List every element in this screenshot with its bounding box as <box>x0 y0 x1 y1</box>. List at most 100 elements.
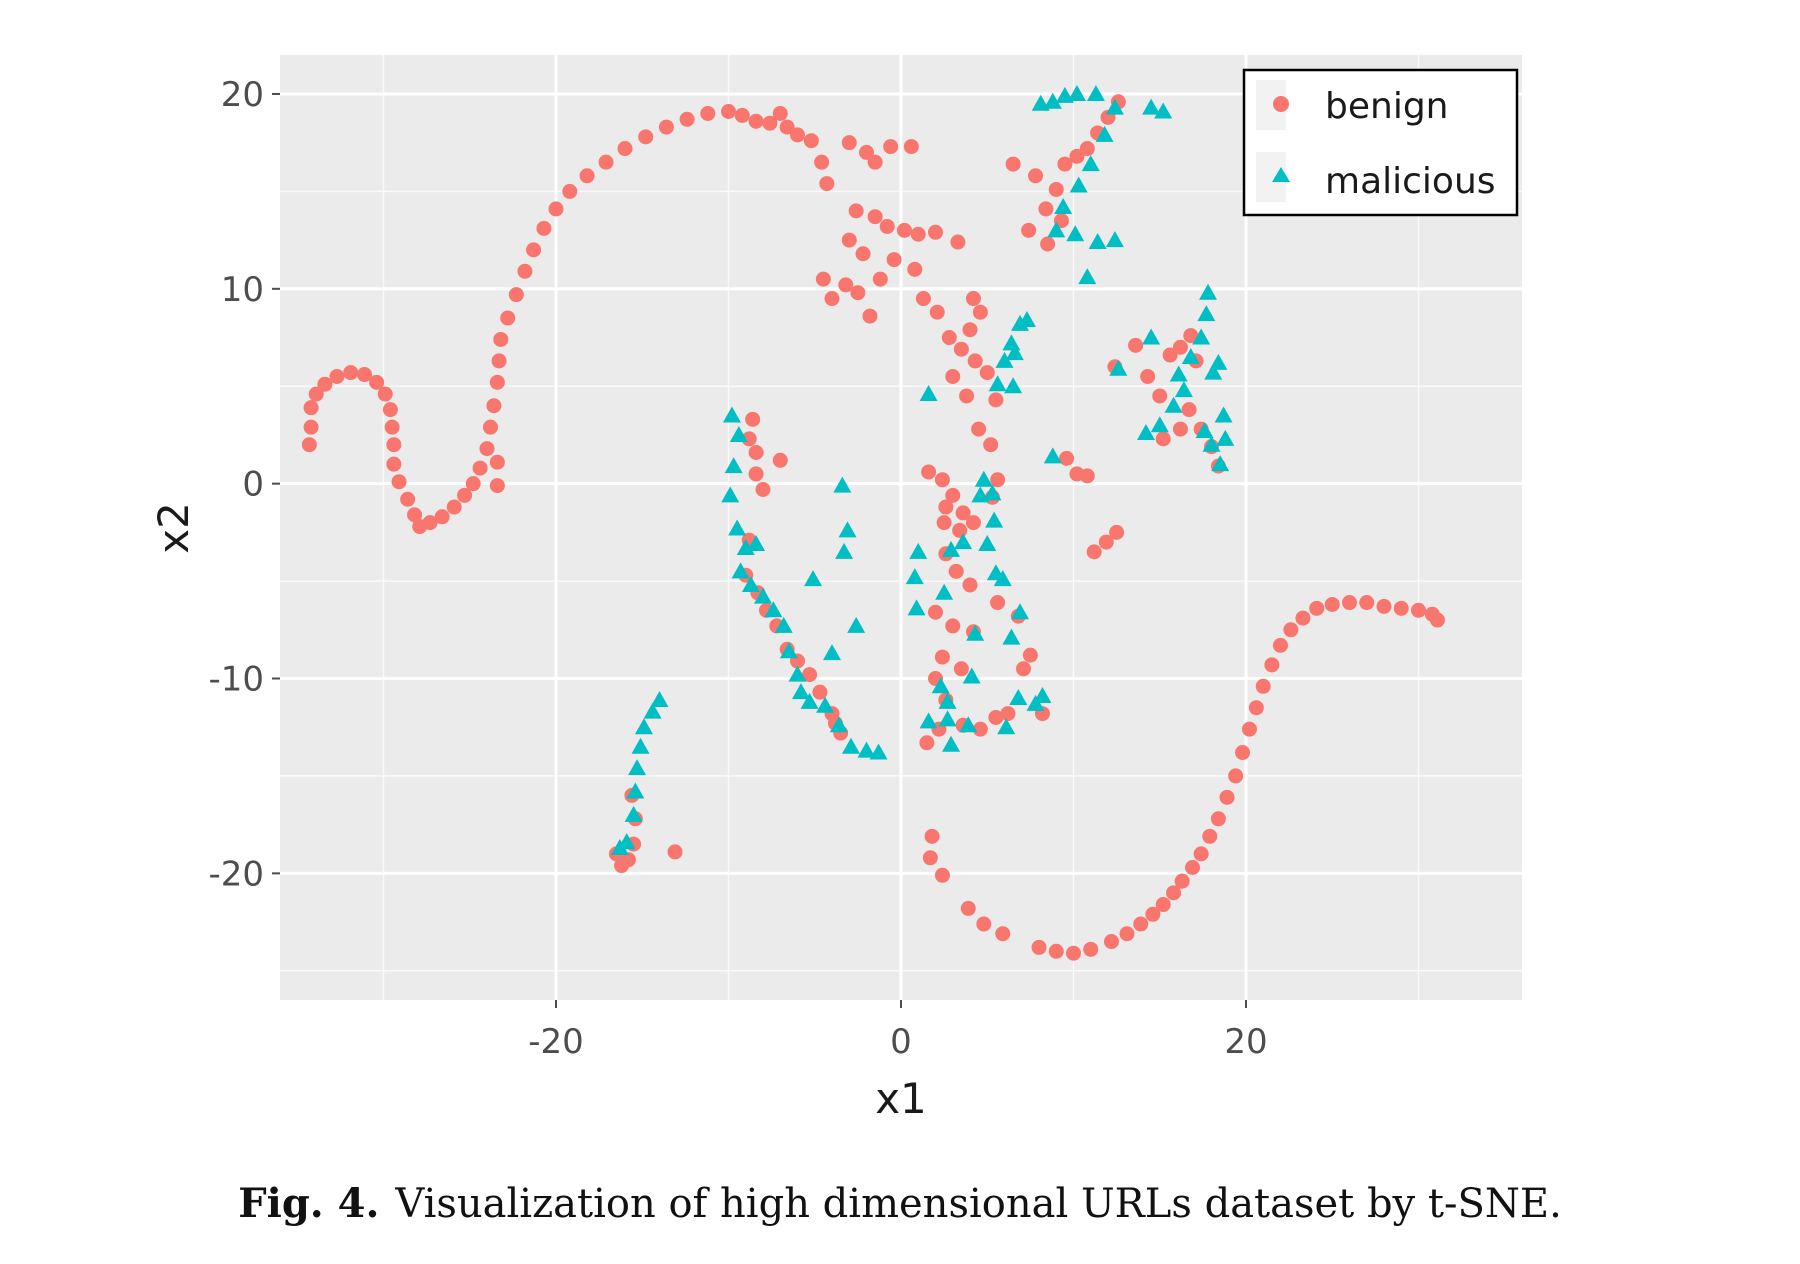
benign-point <box>952 522 968 538</box>
malicious-point <box>722 406 741 423</box>
benign-point <box>357 367 373 383</box>
benign-point <box>489 478 505 494</box>
benign-point <box>486 398 502 414</box>
legend-label-benign: benign <box>1325 86 1449 127</box>
malicious-point <box>650 690 669 707</box>
benign-point <box>879 218 895 234</box>
benign-point <box>1172 339 1188 355</box>
benign-point <box>384 419 400 435</box>
malicious-point <box>1004 377 1023 394</box>
y-tick-label: -20 <box>208 854 264 894</box>
benign-point <box>741 431 757 447</box>
benign-point <box>867 154 883 170</box>
malicious-point <box>869 743 888 760</box>
malicious-point <box>624 805 643 822</box>
benign-point <box>922 850 938 866</box>
benign-point <box>446 499 462 515</box>
malicious-point <box>1105 98 1124 115</box>
benign-point <box>762 115 778 131</box>
benign-point <box>1155 431 1171 447</box>
benign-point <box>598 154 614 170</box>
benign-point <box>1273 637 1288 653</box>
benign-point <box>1210 811 1226 827</box>
benign-point <box>748 444 764 460</box>
benign-point <box>907 261 923 277</box>
benign-point <box>301 437 317 453</box>
legend-malicious-marker <box>1272 167 1290 182</box>
malicious-point <box>1088 233 1107 250</box>
benign-point <box>938 499 954 515</box>
malicious-point <box>1204 363 1223 380</box>
benign-point <box>317 376 333 392</box>
legend: benign malicious <box>1242 68 1519 217</box>
benign-point <box>953 661 969 677</box>
benign-point <box>1248 700 1264 716</box>
benign-point <box>941 330 957 346</box>
benign-point <box>382 402 398 418</box>
benign-point <box>1174 873 1190 889</box>
malicious-point <box>1181 348 1200 365</box>
benign-point <box>667 844 683 860</box>
benign-point <box>995 926 1011 942</box>
benign-point <box>386 437 402 453</box>
malicious-point <box>1142 328 1161 345</box>
benign-point <box>965 291 981 307</box>
benign-point <box>1429 612 1445 628</box>
benign-point <box>1183 328 1199 344</box>
benign-point <box>838 277 854 293</box>
benign-point <box>526 242 542 258</box>
malicious-point <box>909 542 928 559</box>
y-axis-title: x2 <box>149 502 198 554</box>
figure-label: Fig. 4. <box>238 1180 380 1227</box>
benign-point <box>1155 897 1171 913</box>
benign-point <box>614 858 630 874</box>
benign-point <box>934 472 950 488</box>
benign-point <box>1066 945 1081 961</box>
benign-point <box>1219 789 1235 805</box>
x-tick-label: 20 <box>1224 1022 1267 1062</box>
x-axis-ticks: -20 0 20 <box>528 1000 1268 1062</box>
malicious-point <box>835 542 854 559</box>
benign-point <box>1411 602 1426 618</box>
figure-caption: Fig. 4. Visualization of high dimensional… <box>0 1180 1800 1227</box>
malicious-point <box>1011 603 1030 620</box>
benign-point <box>536 220 552 236</box>
benign-point <box>1048 943 1064 959</box>
benign-point <box>990 595 1006 611</box>
benign-point <box>422 515 438 531</box>
benign-point <box>457 487 473 503</box>
benign-point <box>955 505 971 521</box>
benign-point <box>1079 141 1095 157</box>
benign-point <box>369 374 385 390</box>
benign-point <box>814 154 830 170</box>
benign-point <box>972 304 988 320</box>
x-tick-label: 0 <box>890 1022 912 1062</box>
malicious-point <box>721 486 740 503</box>
benign-point <box>921 464 937 480</box>
benign-point <box>391 474 407 490</box>
benign-point <box>779 119 795 135</box>
malicious-point <box>919 712 938 729</box>
malicious-point <box>1195 422 1214 439</box>
benign-point <box>1235 745 1251 761</box>
malicious-point <box>1047 221 1066 238</box>
x-axis-title: x1 <box>875 1074 927 1123</box>
malicious-point <box>1136 424 1155 440</box>
malicious-point <box>634 718 653 735</box>
benign-point <box>1079 468 1095 484</box>
benign-point <box>859 144 874 160</box>
benign-point <box>928 224 943 240</box>
benign-point <box>1048 181 1064 197</box>
malicious-point <box>905 568 924 585</box>
benign-point <box>886 252 902 268</box>
malicious-point <box>747 535 766 552</box>
legend-label-malicious: malicious <box>1325 161 1496 202</box>
malicious-point <box>1081 155 1100 172</box>
benign-point <box>489 454 505 470</box>
malicious-point <box>1202 435 1221 452</box>
benign-point <box>1103 934 1119 950</box>
data-points <box>301 84 1445 961</box>
malicious-point <box>1002 334 1021 351</box>
malicious-point <box>829 716 848 733</box>
y-tick-label: -10 <box>208 660 264 700</box>
